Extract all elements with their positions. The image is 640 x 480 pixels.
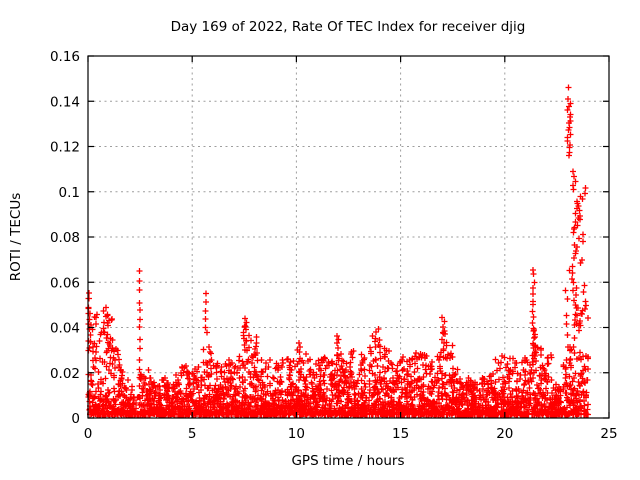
x-tick-label: 10 xyxy=(288,426,305,442)
y-tick-label: 0.1 xyxy=(59,185,80,201)
y-tick-label: 0.02 xyxy=(50,366,80,382)
y-tick-label: 0.16 xyxy=(50,49,80,65)
tick-labels: 0 5 10 15 20 25 0 0.02 0.04 0.06 0.08 0.1 0.12 0.14 0.… xyxy=(50,49,618,442)
y-tick-label: 0.14 xyxy=(50,94,80,110)
y-tick-label: 0.12 xyxy=(50,140,80,156)
x-tick-label: 0 xyxy=(84,426,93,442)
x-axis-label: GPS time / hours xyxy=(291,453,404,469)
y-axis-label: ROTI / TECUs xyxy=(8,193,24,281)
y-tick-label: 0.04 xyxy=(50,321,80,337)
scatter-points-layer xyxy=(85,84,591,418)
y-tick-label: 0 xyxy=(71,411,80,427)
x-tick-label: 20 xyxy=(496,426,513,442)
roti-data-points xyxy=(85,84,591,418)
axis-ticks xyxy=(87,55,610,419)
y-tick-label: 0.06 xyxy=(50,275,80,291)
y-tick-label: 0.08 xyxy=(50,230,80,246)
x-tick-label: 25 xyxy=(600,426,617,442)
x-tick-label: 15 xyxy=(392,426,409,442)
x-tick-label: 5 xyxy=(188,426,197,442)
chart-title: Day 169 of 2022, Rate Of TEC Index for r… xyxy=(171,19,526,35)
